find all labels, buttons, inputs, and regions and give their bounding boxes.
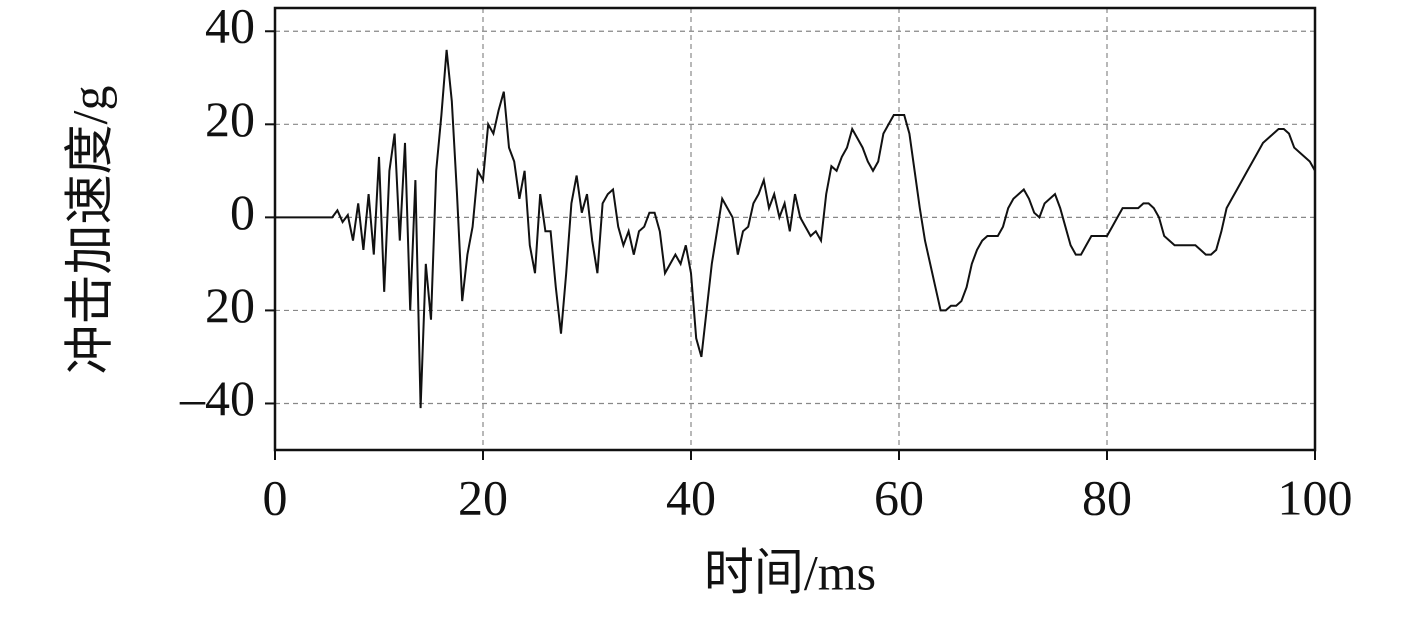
x-tick-label: 80 [1082,469,1132,525]
plot-frame [273,6,1317,452]
y-tick-label: –40 [179,370,255,426]
data-line [275,49,1316,409]
x-tick-label: 20 [458,469,508,525]
y-axis-label: 冲击加速度/g [61,86,117,375]
y-tick-label: 0 [230,184,255,240]
x-tick-label: 40 [666,469,716,525]
x-tick-label: 60 [874,469,924,525]
y-tick-label: 20 [205,277,255,333]
x-tick-label: 0 [263,469,288,525]
x-axis-label: 时间/ms [704,544,876,600]
y-tick-label: 20 [205,91,255,147]
x-tick-label: 100 [1278,469,1353,525]
y-tick-label: 40 [205,0,255,54]
